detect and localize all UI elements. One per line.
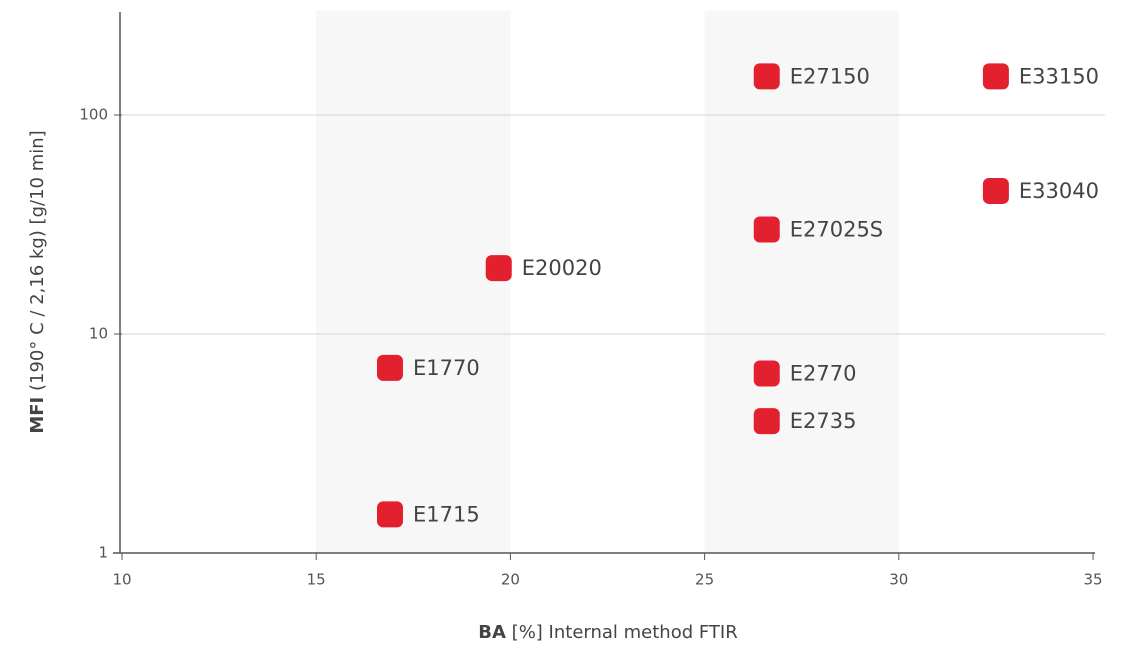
- point-label: E1770: [413, 356, 480, 380]
- point: [982, 177, 1009, 204]
- x-tick-label: 30: [889, 571, 908, 589]
- point-label: E27025S: [790, 218, 883, 242]
- point: [982, 63, 1009, 90]
- x-tick-label: 20: [501, 571, 520, 589]
- y-tick-label: 10: [89, 324, 108, 342]
- x-axis-label-rest: [%] Internal method FTIR: [512, 622, 738, 643]
- y-tick-label: 1: [98, 544, 108, 562]
- x-tick-label: 35: [1083, 571, 1102, 589]
- point-label: E27150: [790, 64, 870, 88]
- point-label: E33040: [1019, 179, 1099, 203]
- point: [753, 408, 780, 435]
- grid: [114, 114, 1105, 560]
- point: [376, 354, 403, 381]
- point-label: E20020: [522, 256, 602, 280]
- point: [485, 255, 512, 282]
- y-axis-label-bold: MFI: [27, 397, 48, 434]
- y-axis-label: MFI (190° C / 2,16 kg) [g/10 min]: [27, 130, 48, 433]
- point: [753, 360, 780, 387]
- point-label: E2770: [790, 362, 857, 386]
- x-tick-label: 15: [307, 571, 326, 589]
- x-axis-label-bold: BA: [478, 622, 506, 643]
- x-tick-label: 10: [112, 571, 131, 589]
- point: [753, 63, 780, 90]
- point-label: E33150: [1019, 64, 1099, 88]
- y-tick-label: 100: [79, 105, 108, 123]
- band: [704, 10, 899, 553]
- x-axis-label: BA [%] Internal method FTIR: [478, 622, 737, 643]
- point-label: E2735: [790, 409, 857, 433]
- point: [753, 216, 780, 243]
- point-label: E1715: [413, 502, 480, 526]
- x-tick-label: 25: [695, 571, 714, 589]
- point: [376, 501, 403, 528]
- y-axis-label-rest: (190° C / 2,16 kg) [g/10 min]: [27, 130, 48, 391]
- marks: E27150 E33150 E33040 E27025S E20020 E1770 E277…: [376, 63, 1099, 528]
- band: [316, 10, 511, 553]
- bands: [316, 10, 899, 553]
